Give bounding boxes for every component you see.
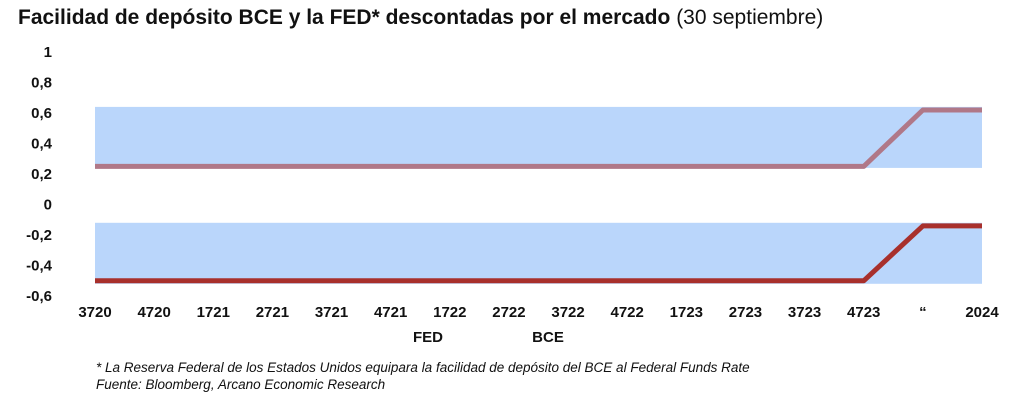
x-axis: 3720 4720 1721 2721 3721 4721 1722 2722 3722 4722… bbox=[78, 304, 999, 321]
chart-title-main: Facilidad de depósito BCE y la FED* desc… bbox=[18, 6, 671, 29]
x-tick-label: 3723 bbox=[788, 304, 821, 321]
y-tick-label: -0,4 bbox=[26, 258, 53, 275]
x-tick-label: 2721 bbox=[256, 304, 289, 321]
x-tick-label: 4720 bbox=[137, 304, 170, 321]
x-tick-label: 1721 bbox=[197, 304, 230, 321]
y-tick-label: 0,2 bbox=[31, 166, 52, 183]
chart-title-date: (30 septiembre) bbox=[676, 6, 824, 29]
bands-layer bbox=[95, 106, 982, 284]
y-tick-label: 0 bbox=[44, 197, 52, 214]
y-tick-label: -0,2 bbox=[26, 227, 52, 244]
x-tick-label: 3722 bbox=[551, 304, 584, 321]
y-tick-label: 0,8 bbox=[31, 75, 52, 92]
x-tick-label: 2722 bbox=[492, 304, 525, 321]
x-tick-label: 4723 bbox=[847, 304, 880, 321]
x-tick-label: 2024 bbox=[965, 304, 999, 321]
x-tick-label: 3720 bbox=[78, 304, 111, 321]
series-layer bbox=[95, 107, 982, 284]
x-tick-label: 1723 bbox=[670, 304, 703, 321]
x-tick-label: 1722 bbox=[433, 304, 466, 321]
band-0 bbox=[95, 106, 982, 168]
y-tick-label: 0,6 bbox=[31, 105, 52, 122]
legend: FED BCE bbox=[413, 329, 564, 346]
chart-title: Facilidad de depósito BCE y la FED* desc… bbox=[18, 6, 823, 30]
x-tick-label: 4721 bbox=[374, 304, 407, 321]
y-tick-label: 1 bbox=[44, 44, 52, 61]
footnote-source: Fuente: Bloomberg, Arcano Economic Resea… bbox=[96, 377, 386, 392]
y-tick-label: -0,6 bbox=[26, 288, 52, 305]
x-tick-label: 2723 bbox=[729, 304, 762, 321]
footnote-fed: * La Reserva Federal de los Estados Unid… bbox=[96, 360, 750, 375]
y-axis: 1 0,8 0,6 0,4 0,2 0 -0,2 -0,4 -0,6 bbox=[26, 44, 53, 305]
legend-label-1: BCE bbox=[532, 329, 564, 346]
x-tick-label: 3721 bbox=[315, 304, 348, 321]
legend-label-0: FED bbox=[413, 329, 443, 346]
x-tick-label: “ bbox=[919, 304, 927, 321]
band-1 bbox=[95, 222, 982, 284]
series-line-0 bbox=[95, 107, 982, 169]
x-tick-label: 4722 bbox=[611, 304, 644, 321]
series-line-1 bbox=[95, 223, 982, 284]
y-tick-label: 0,4 bbox=[31, 136, 53, 153]
